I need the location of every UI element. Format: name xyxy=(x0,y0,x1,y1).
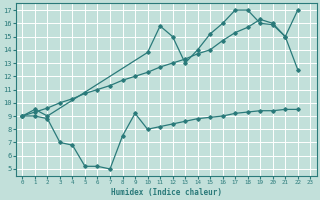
X-axis label: Humidex (Indice chaleur): Humidex (Indice chaleur) xyxy=(111,188,222,197)
